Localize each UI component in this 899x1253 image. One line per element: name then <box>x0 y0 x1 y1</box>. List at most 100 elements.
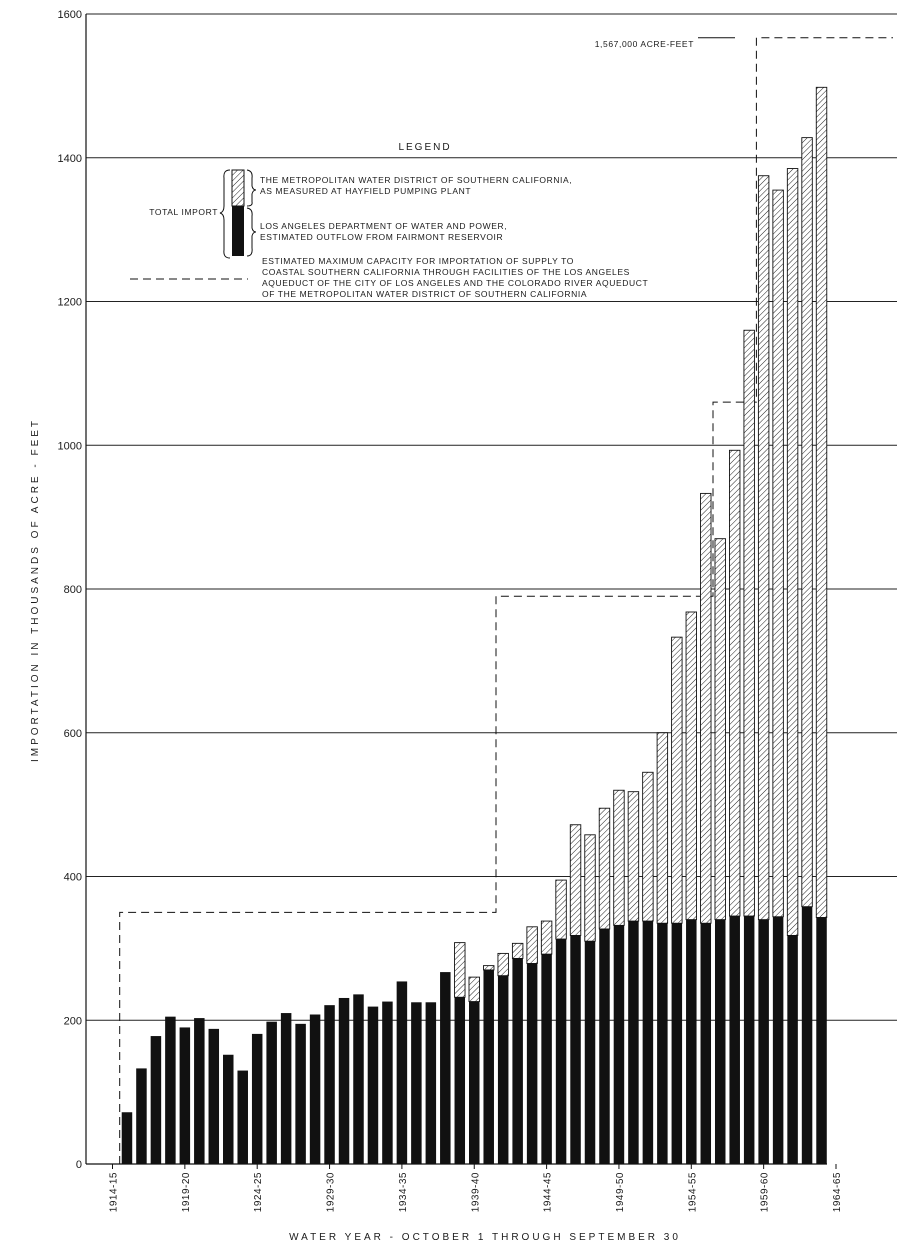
legend-ladwp-line-2: ESTIMATED OUTFLOW FROM FAIRMONT RESERVOI… <box>260 232 503 242</box>
legend-capacity-line-3: AQUEDUCT OF THE CITY OF LOS ANGELES AND … <box>262 278 648 288</box>
legend-capacity-line-2: COASTAL SOUTHERN CALIFORNIA THROUGH FACI… <box>262 267 630 277</box>
bar-ladwp-1932-33 <box>367 1006 379 1164</box>
bar-ladwp-1930-31 <box>338 997 350 1164</box>
legend-swatch-solid <box>232 206 244 256</box>
legend-swatch-hatched <box>231 169 245 207</box>
bar-ladwp-1918-19 <box>165 1016 176 1164</box>
bar-mwd-1956-57 <box>714 538 726 921</box>
bar-ladwp-1925-26 <box>266 1021 277 1164</box>
bar-ladwp-1919-20 <box>179 1027 191 1164</box>
gridlines <box>86 13 897 1021</box>
bar-ladwp-1955-56 <box>700 923 712 1164</box>
bar-mwd-1939-40 <box>468 976 480 1003</box>
bar-ladwp-1947-48 <box>584 941 596 1164</box>
capacity-step-line <box>119 37 893 1164</box>
x-tick-1924-25: 1924-25 <box>253 1172 264 1212</box>
bar-mwd-1951-52 <box>642 771 654 922</box>
bar-ladwp-1920-21 <box>194 1018 205 1164</box>
bar-ladwp-1938-39 <box>454 997 466 1164</box>
bar-ladwp-1959-60 <box>758 919 769 1164</box>
y-tick-1600: 1600 <box>58 9 82 21</box>
x-tick-1959-60: 1959-60 <box>760 1172 771 1212</box>
legend-brace-left <box>219 169 231 259</box>
bar-mwd-1945-46 <box>555 879 567 940</box>
x-axis-title: WATER YEAR - OCTOBER 1 THROUGH SEPTEMBER… <box>289 1232 681 1243</box>
x-tick-1954-55: 1954-55 <box>687 1172 698 1212</box>
y-tick-400: 400 <box>64 872 82 884</box>
bar-mwd-1940-41 <box>483 965 495 971</box>
bar-ladwp-1962-63 <box>801 906 813 1164</box>
bar-ladwp-1957-58 <box>729 916 740 1164</box>
bar-mwd-1952-53 <box>656 732 669 924</box>
bar-ladwp-1954-55 <box>686 919 697 1164</box>
y-tick-200: 200 <box>64 1015 82 1027</box>
bar-ladwp-1928-29 <box>309 1014 321 1164</box>
bar-ladwp-1924-25 <box>251 1033 263 1164</box>
bar-mwd-1961-62 <box>786 168 799 936</box>
bar-mwd-1959-60 <box>757 175 770 921</box>
bar-ladwp-1937-38 <box>440 972 451 1164</box>
bar-ladwp-1916-17 <box>136 1068 147 1164</box>
bar-ladwp-1917-18 <box>150 1036 162 1164</box>
bar-ladwp-1949-50 <box>613 925 625 1164</box>
bar-ladwp-1931-32 <box>353 994 364 1164</box>
bar-mwd-1954-55 <box>685 611 697 921</box>
bar-ladwp-1944-45 <box>541 954 552 1164</box>
bar-ladwp-1945-46 <box>555 939 567 1164</box>
bar-mwd-1946-47 <box>569 824 582 936</box>
bar-ladwp-1963-64 <box>816 917 827 1164</box>
bar-ladwp-1958-59 <box>743 916 755 1164</box>
x-tick-1949-50: 1949-50 <box>615 1172 626 1212</box>
y-tick-1400: 1400 <box>58 153 82 165</box>
bar-ladwp-1939-40 <box>469 1001 480 1164</box>
bars <box>121 86 828 1164</box>
y-axis-title: IMPORTATION IN THOUSANDS OF ACRE - FEET <box>30 418 41 762</box>
legend-capacity-line-4: OF THE METROPOLITAN WATER DISTRICT OF SO… <box>262 289 587 299</box>
bar-mwd-1938-39 <box>454 942 466 998</box>
bar-ladwp-1940-41 <box>483 969 494 1164</box>
axes <box>85 14 827 1165</box>
bar-ladwp-1926-27 <box>280 1013 292 1164</box>
bar-ladwp-1921-22 <box>208 1028 220 1164</box>
legend-total-import: TOTAL IMPORT <box>149 207 218 217</box>
bar-ladwp-1935-36 <box>411 1002 422 1164</box>
y-tick-800: 800 <box>64 584 82 596</box>
y-tick-0: 0 <box>76 1159 82 1171</box>
bar-mwd-1953-54 <box>671 636 683 924</box>
bar-ladwp-1941-42 <box>497 975 509 1164</box>
legend-mwd-line-2: AS MEASURED AT HAYFIELD PUMPING PLANT <box>260 186 471 196</box>
legend-mwd-line-1: THE METROPOLITAN WATER DISTRICT OF SOUTH… <box>260 175 572 185</box>
bar-mwd-1963-64 <box>815 86 828 918</box>
bar-mwd-1948-49 <box>598 807 611 930</box>
bar-mwd-1960-61 <box>772 189 784 918</box>
bar-ladwp-1948-49 <box>599 928 610 1164</box>
bar-ladwp-1950-51 <box>628 921 639 1164</box>
bar-ladwp-1946-47 <box>570 935 581 1164</box>
bar-ladwp-1953-54 <box>671 923 683 1164</box>
legend-capacity-line-1: ESTIMATED MAXIMUM CAPACITY FOR IMPORTATI… <box>262 256 574 266</box>
bar-ladwp-1922-23 <box>223 1054 234 1164</box>
bar-ladwp-1961-62 <box>787 935 798 1164</box>
x-tick-1929-30: 1929-30 <box>326 1172 337 1212</box>
legend-title: LEGEND <box>398 142 451 153</box>
capacity-annotation: 1,567,000 ACRE-FEET <box>595 39 694 49</box>
bar-mwd-1947-48 <box>584 834 596 942</box>
legend-brace-upper <box>246 169 257 207</box>
x-tick-1944-45: 1944-45 <box>543 1172 554 1212</box>
y-tick-600: 600 <box>64 728 82 740</box>
bar-mwd-1949-50 <box>613 789 625 926</box>
y-tick-1000: 1000 <box>58 440 82 452</box>
bar-mwd-1950-51 <box>627 791 640 922</box>
bar-ladwp-1934-35 <box>396 981 408 1164</box>
bar-mwd-1944-45 <box>540 920 553 955</box>
bar-ladwp-1951-52 <box>642 921 654 1164</box>
bar-ladwp-1936-37 <box>425 1002 437 1164</box>
bar-ladwp-1960-61 <box>772 916 784 1164</box>
bar-mwd-1957-58 <box>729 449 741 917</box>
bar-mwd-1962-63 <box>801 137 813 908</box>
bar-ladwp-1933-34 <box>382 1001 393 1164</box>
bar-mwd-1942-43 <box>511 942 524 959</box>
capacity-line <box>119 37 893 1164</box>
bar-ladwp-1956-57 <box>714 919 726 1164</box>
x-tick-1939-40: 1939-40 <box>470 1172 481 1212</box>
